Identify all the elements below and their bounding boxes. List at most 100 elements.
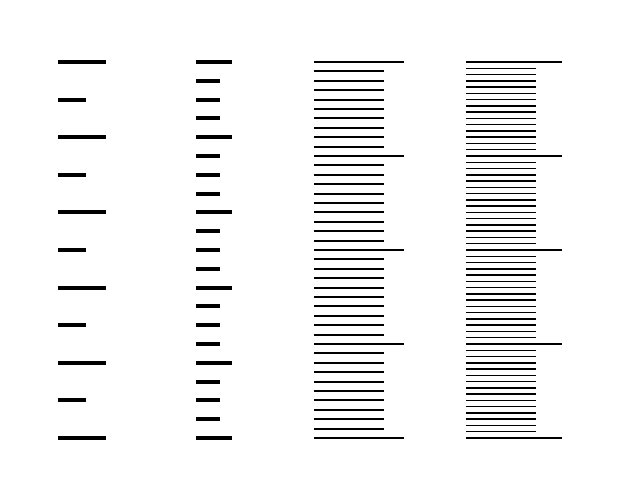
major-tick xyxy=(196,436,232,440)
minor-tick xyxy=(196,342,220,346)
minor-tick xyxy=(466,312,536,314)
minor-tick xyxy=(466,400,536,402)
major-tick xyxy=(466,61,562,63)
minor-tick xyxy=(466,412,536,414)
minor-tick xyxy=(314,268,384,270)
minor-tick xyxy=(314,324,384,326)
minor-tick xyxy=(466,387,536,389)
minor-tick xyxy=(314,390,384,392)
minor-tick xyxy=(58,98,86,102)
minor-tick xyxy=(314,80,384,82)
minor-tick xyxy=(314,70,384,72)
minor-tick xyxy=(196,248,220,252)
minor-tick xyxy=(196,323,220,327)
minor-tick xyxy=(314,409,384,411)
minor-tick xyxy=(314,362,384,364)
minor-tick xyxy=(314,127,384,129)
minor-tick xyxy=(466,111,536,113)
minor-tick xyxy=(466,68,536,70)
minor-tick xyxy=(466,143,536,145)
major-tick xyxy=(58,60,106,64)
minor-tick xyxy=(314,108,384,110)
major-tick xyxy=(58,210,106,214)
minor-tick xyxy=(466,350,536,352)
minor-tick xyxy=(466,274,536,276)
minor-tick xyxy=(58,248,86,252)
minor-tick xyxy=(466,187,536,189)
minor-tick xyxy=(314,418,384,420)
minor-tick xyxy=(314,89,384,91)
major-tick xyxy=(196,286,232,290)
major-tick xyxy=(58,436,106,440)
minor-tick xyxy=(196,380,220,384)
minor-tick xyxy=(314,399,384,401)
minor-tick xyxy=(466,256,536,258)
minor-tick xyxy=(466,331,536,333)
minor-tick xyxy=(466,393,536,395)
minor-tick xyxy=(466,199,536,201)
minor-tick xyxy=(466,281,536,283)
minor-tick xyxy=(314,230,384,232)
minor-tick xyxy=(466,218,536,220)
minor-tick xyxy=(466,293,536,295)
minor-tick xyxy=(466,287,536,289)
minor-tick xyxy=(466,224,536,226)
major-tick xyxy=(196,60,232,64)
minor-tick xyxy=(466,406,536,408)
minor-tick xyxy=(314,371,384,373)
minor-tick xyxy=(314,193,384,195)
minor-tick xyxy=(314,117,384,119)
minor-tick xyxy=(466,237,536,239)
minor-tick xyxy=(196,417,220,421)
minor-tick xyxy=(58,398,86,402)
minor-tick xyxy=(466,80,536,82)
minor-tick xyxy=(196,79,220,83)
major-tick xyxy=(196,361,232,365)
minor-tick xyxy=(314,334,384,336)
major-tick xyxy=(196,135,232,139)
minor-tick xyxy=(314,305,384,307)
minor-tick xyxy=(314,164,384,166)
minor-tick xyxy=(466,324,536,326)
minor-tick xyxy=(466,93,536,95)
minor-tick xyxy=(466,74,536,76)
minor-tick xyxy=(466,205,536,207)
minor-tick xyxy=(466,212,536,214)
minor-tick xyxy=(314,315,384,317)
minor-tick xyxy=(466,375,536,377)
minor-tick xyxy=(466,306,536,308)
minor-tick xyxy=(466,130,536,132)
major-tick xyxy=(314,343,404,345)
minor-tick xyxy=(466,299,536,301)
minor-tick xyxy=(314,296,384,298)
minor-tick xyxy=(196,154,220,158)
major-tick xyxy=(314,249,404,251)
minor-tick xyxy=(466,149,536,151)
major-tick xyxy=(466,343,562,345)
minor-tick xyxy=(314,287,384,289)
minor-tick xyxy=(466,268,536,270)
minor-tick xyxy=(314,146,384,148)
minor-tick xyxy=(466,86,536,88)
minor-tick xyxy=(314,211,384,213)
minor-tick xyxy=(466,418,536,420)
minor-tick xyxy=(314,277,384,279)
minor-tick xyxy=(196,398,220,402)
minor-tick xyxy=(466,381,536,383)
minor-tick xyxy=(314,240,384,242)
minor-tick xyxy=(466,136,536,138)
minor-tick xyxy=(314,99,384,101)
major-tick xyxy=(314,437,404,439)
minor-tick xyxy=(314,352,384,354)
minor-tick xyxy=(466,230,536,232)
minor-tick xyxy=(196,173,220,177)
minor-tick xyxy=(314,202,384,204)
major-tick xyxy=(58,135,106,139)
minor-tick xyxy=(58,173,86,177)
minor-tick xyxy=(466,431,536,433)
minor-tick xyxy=(466,262,536,264)
minor-tick xyxy=(466,318,536,320)
major-tick xyxy=(466,155,562,157)
minor-tick xyxy=(466,356,536,358)
minor-tick xyxy=(466,124,536,126)
